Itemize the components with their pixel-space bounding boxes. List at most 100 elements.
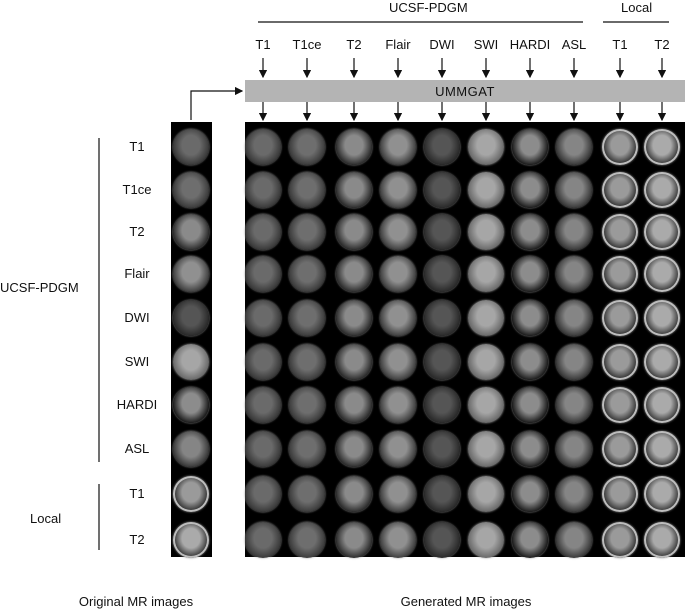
generated-image-r3-c9 — [644, 256, 680, 292]
row-label-9: T2 — [129, 532, 145, 547]
generated-image-r8-c8 — [602, 476, 638, 512]
generated-image-r9-c2 — [336, 522, 372, 558]
generated-image-r9-c6 — [512, 522, 548, 558]
row-label-4: DWI — [124, 310, 150, 325]
generated-image-r1-c9 — [644, 172, 680, 208]
left-group-local: Local — [30, 511, 62, 526]
column-header-1: T1ce — [292, 37, 322, 52]
generated-image-r3-c8 — [602, 256, 638, 292]
caption-generated: Generated MR images — [400, 594, 532, 609]
generated-image-r4-c7 — [556, 300, 592, 336]
column-header-3: Flair — [385, 37, 411, 52]
caption-original: Original MR images — [78, 594, 194, 609]
generated-image-r4-c1 — [289, 300, 325, 336]
generated-image-r5-c8 — [602, 344, 638, 380]
generated-image-r4-c8 — [602, 300, 638, 336]
generated-image-r6-c7 — [556, 387, 592, 423]
row-label-5: SWI — [124, 354, 150, 369]
generated-image-r0-c7 — [556, 129, 592, 165]
generated-image-r3-c2 — [336, 256, 372, 292]
generated-image-r0-c9 — [644, 129, 680, 165]
original-image-row-2 — [173, 214, 209, 250]
generated-image-r2-c0 — [245, 214, 281, 250]
column-header-4: DWI — [429, 37, 455, 52]
generated-image-r2-c8 — [602, 214, 638, 250]
generated-image-r0-c4 — [424, 129, 460, 165]
generated-image-r4-c0 — [245, 300, 281, 336]
generated-image-r6-c9 — [644, 387, 680, 423]
row-label-8: T1 — [129, 486, 145, 501]
row-label-2: T2 — [129, 224, 145, 239]
column-header-0: T1 — [255, 37, 271, 52]
generated-image-r1-c7 — [556, 172, 592, 208]
column-header-7: ASL — [561, 37, 587, 52]
generated-image-r9-c9 — [644, 522, 680, 558]
generated-image-r9-c5 — [468, 522, 504, 558]
original-image-row-3 — [173, 256, 209, 292]
generated-image-r7-c8 — [602, 431, 638, 467]
generated-image-r7-c2 — [336, 431, 372, 467]
generated-image-r9-c8 — [602, 522, 638, 558]
generated-image-r1-c6 — [512, 172, 548, 208]
generated-image-r2-c1 — [289, 214, 325, 250]
generated-image-r5-c9 — [644, 344, 680, 380]
original-image-row-7 — [173, 431, 209, 467]
generated-image-r9-c7 — [556, 522, 592, 558]
generated-image-r5-c1 — [289, 344, 325, 380]
column-header-5: SWI — [473, 37, 499, 52]
generated-image-r9-c4 — [424, 522, 460, 558]
generated-image-r8-c0 — [245, 476, 281, 512]
generated-image-r6-c6 — [512, 387, 548, 423]
generated-image-r5-c3 — [380, 344, 416, 380]
original-image-row-6 — [173, 387, 209, 423]
generated-image-r3-c0 — [245, 256, 281, 292]
generated-image-r7-c1 — [289, 431, 325, 467]
generated-image-r5-c5 — [468, 344, 504, 380]
generated-image-r1-c4 — [424, 172, 460, 208]
generated-image-r2-c4 — [424, 214, 460, 250]
generated-image-r4-c6 — [512, 300, 548, 336]
row-label-6: HARDI — [116, 397, 158, 412]
original-image-row-9 — [173, 522, 209, 558]
left-group-ucsf-pdgm: UCSF-PDGM — [0, 280, 79, 295]
generated-image-r1-c2 — [336, 172, 372, 208]
row-label-3: Flair — [124, 266, 150, 281]
generated-image-r5-c2 — [336, 344, 372, 380]
generated-image-r3-c1 — [289, 256, 325, 292]
column-header-2: T2 — [346, 37, 362, 52]
generated-image-r2-c5 — [468, 214, 504, 250]
generated-image-r0-c0 — [245, 129, 281, 165]
generated-image-r6-c8 — [602, 387, 638, 423]
generated-image-r3-c7 — [556, 256, 592, 292]
column-header-6: HARDI — [509, 37, 551, 52]
generated-image-r6-c3 — [380, 387, 416, 423]
generated-image-r8-c6 — [512, 476, 548, 512]
generated-image-r0-c5 — [468, 129, 504, 165]
generated-image-r0-c6 — [512, 129, 548, 165]
generated-image-r6-c5 — [468, 387, 504, 423]
generated-image-r9-c1 — [289, 522, 325, 558]
generated-image-r2-c9 — [644, 214, 680, 250]
generated-image-r7-c6 — [512, 431, 548, 467]
generated-image-r0-c3 — [380, 129, 416, 165]
top-group-ucsf-pdgm: UCSF-PDGM — [389, 0, 468, 15]
generated-image-r2-c2 — [336, 214, 372, 250]
generated-image-r4-c5 — [468, 300, 504, 336]
generated-image-r9-c0 — [245, 522, 281, 558]
generated-image-r1-c1 — [289, 172, 325, 208]
generated-image-r1-c5 — [468, 172, 504, 208]
generated-image-r8-c3 — [380, 476, 416, 512]
generated-image-r8-c1 — [289, 476, 325, 512]
ummgat-model-bar: UMMGAT — [245, 80, 685, 102]
generated-image-r7-c9 — [644, 431, 680, 467]
generated-image-r2-c6 — [512, 214, 548, 250]
row-label-0: T1 — [129, 139, 145, 154]
generated-image-r7-c7 — [556, 431, 592, 467]
generated-image-r1-c0 — [245, 172, 281, 208]
column-header-9: T2 — [654, 37, 670, 52]
generated-image-r8-c7 — [556, 476, 592, 512]
generated-image-r5-c0 — [245, 344, 281, 380]
generated-image-r4-c4 — [424, 300, 460, 336]
